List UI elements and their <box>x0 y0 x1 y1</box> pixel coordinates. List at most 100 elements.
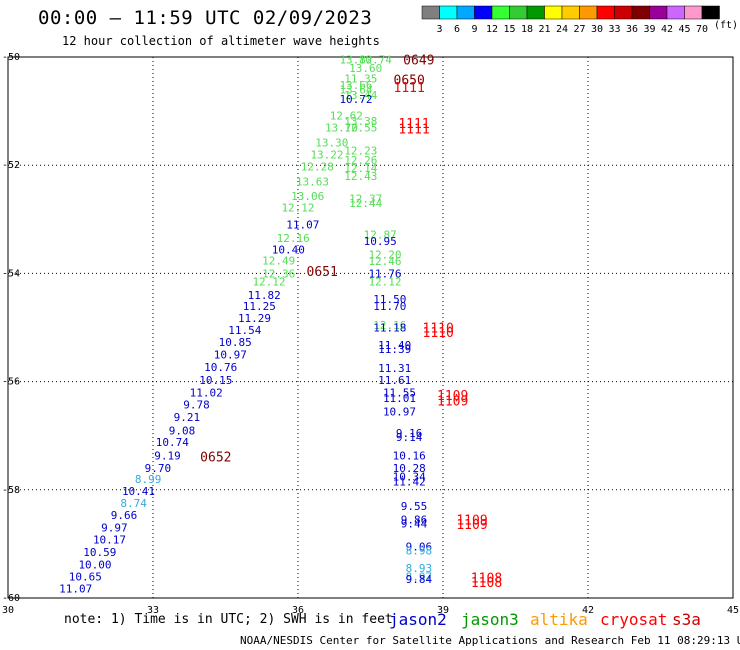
wave-height-label: 9.08 <box>169 424 196 437</box>
colorbar-label: 70 <box>696 24 708 35</box>
y-tick-label: -60 <box>2 593 20 604</box>
x-tick-label: 45 <box>727 605 739 616</box>
wave-height-label: 12.16 <box>373 319 406 332</box>
pass-time-label: 1109 <box>437 395 468 410</box>
wave-height-label: 9.21 <box>174 411 201 424</box>
wave-height-label: 11.25 <box>243 300 276 313</box>
colorbar-label: 12 <box>486 24 498 35</box>
wave-height-label: 11.18 <box>373 322 406 335</box>
plot-frame <box>7 56 734 599</box>
wave-height-label: 13.70 <box>325 121 358 134</box>
wave-height-label: 11.61 <box>378 374 411 387</box>
x-tick-label: 42 <box>582 605 594 616</box>
wave-height-label: 8.93 <box>406 562 433 575</box>
y-tick-label: -54 <box>2 268 20 279</box>
colorbar-label: 21 <box>538 24 550 35</box>
wave-height-label: 11.82 <box>248 289 281 302</box>
wave-height-label: 9.70 <box>145 462 172 475</box>
colorbar-unit: (ft) <box>714 20 739 31</box>
wave-height-label: 9.66 <box>111 509 138 522</box>
colorbar-label: 3 <box>436 24 442 35</box>
colorbar-swatch <box>701 5 720 20</box>
pass-time-label: 0649 <box>403 54 434 69</box>
wave-height-label: 10.17 <box>93 534 126 547</box>
x-tick-label: 36 <box>292 605 304 616</box>
satellite-jason2: jason2 <box>389 610 447 629</box>
wave-height-label: 13.63 <box>296 175 329 188</box>
pass-time-label: 1109 <box>456 518 487 533</box>
y-tick-label: -50 <box>2 52 20 63</box>
wave-height-label: 11.42 <box>393 476 426 489</box>
wave-height-label: 11.50 <box>373 293 406 306</box>
wave-height-label: 11.07 <box>286 219 319 232</box>
wave-height-label: 12.20 <box>368 248 401 261</box>
colorbar-label: 27 <box>573 24 585 35</box>
colorbar-label: 6 <box>454 24 460 35</box>
pass-time-label: 0651 <box>307 265 338 280</box>
pass-time-label: 1109 <box>437 389 468 404</box>
color-scale-legend: 3 6 9 12 15 18 21 24 27 30 33 36 39 42 45 70 <box>421 5 720 35</box>
pass-time-label: 1108 <box>471 571 502 586</box>
wave-height-label: 12.44 <box>349 197 382 210</box>
wave-height-label: 10.00 <box>78 558 111 571</box>
pass-time-label: 1108 <box>471 576 502 591</box>
wave-height-label: 12.12 <box>281 201 314 214</box>
wave-height-label: 10.34 <box>393 470 426 483</box>
y-tick-label: -58 <box>2 485 20 496</box>
pass-time-label: 0652 <box>200 450 231 465</box>
wave-height-label: 9.78 <box>183 398 210 411</box>
colorbar-label: 45 <box>678 24 690 35</box>
wave-height-label: 12.43 <box>344 170 377 183</box>
wave-height-label: 8.97 <box>406 570 433 583</box>
wave-height-label: 12.12 <box>252 276 285 289</box>
wave-height-label: 11.01 <box>383 392 416 405</box>
wave-height-label: 12.62 <box>330 109 363 122</box>
colorbar-label: 33 <box>608 24 620 35</box>
colorbar-label: 18 <box>521 24 533 35</box>
wave-height-label: 11.76 <box>368 267 401 280</box>
wave-height-label: 9.86 <box>401 514 428 527</box>
wave-height-label: 11.55 <box>383 386 416 399</box>
footnote: note: 1) Time is in UTC; 2) SWH is in fe… <box>64 612 393 627</box>
wave-height-label: 11.35 <box>344 73 377 86</box>
pass-time-label: 1111 <box>394 81 425 96</box>
wave-height-label: 11.40 <box>378 339 411 352</box>
satellite-altika: altika <box>530 610 588 629</box>
colorbar-label: 9 <box>471 24 477 35</box>
x-tick-label: 30 <box>2 605 14 616</box>
credit-line: NOAA/NESDIS Center for Satellite Applica… <box>240 634 740 647</box>
x-tick-label: 33 <box>147 605 159 616</box>
wave-height-label: 11.39 <box>378 343 411 356</box>
wave-height-label: 9.97 <box>101 522 128 535</box>
wave-height-label: 12.26 <box>344 154 377 167</box>
wave-height-label: 10.85 <box>219 336 252 349</box>
wave-height-label: 11.31 <box>378 362 411 375</box>
wave-height-label: 12.49 <box>262 254 295 267</box>
pass-time-label: 1110 <box>423 322 454 337</box>
wave-height-label: 10.97 <box>383 405 416 418</box>
wave-height-label: 8.99 <box>135 473 162 486</box>
wave-height-label: 13.06 <box>291 190 324 203</box>
wave-height-label: 10.95 <box>364 235 397 248</box>
colorbar-label: 36 <box>626 24 638 35</box>
colorbar-label: 30 <box>591 24 603 35</box>
wave-height-label: 10.40 <box>272 244 305 257</box>
wave-height-label: 9.19 <box>154 450 181 463</box>
wave-height-label: 11.54 <box>228 324 261 337</box>
wave-height-label: 12.87 <box>364 228 397 241</box>
chart-title: 00:00 – 11:59 UTC 02/09/2023 <box>38 7 373 29</box>
satellite-s3a: s3a <box>672 610 701 629</box>
wave-height-label: 11.07 <box>59 582 92 595</box>
wave-height-label: 13.22 <box>310 148 343 161</box>
colorbar-label: 24 <box>556 24 568 35</box>
y-tick-label: -52 <box>2 160 20 171</box>
wave-height-label: 10.72 <box>339 93 372 106</box>
wave-height-label: 10.76 <box>204 361 237 374</box>
colorbar-label: 15 <box>503 24 515 35</box>
pass-time-label: 1109 <box>456 514 487 529</box>
wave-height-label: 12.23 <box>344 145 377 158</box>
satellite-cryosat: cryosat <box>600 610 668 629</box>
wave-height-label: 13.64 <box>339 83 372 96</box>
wave-height-label: 12.55 <box>344 121 377 134</box>
